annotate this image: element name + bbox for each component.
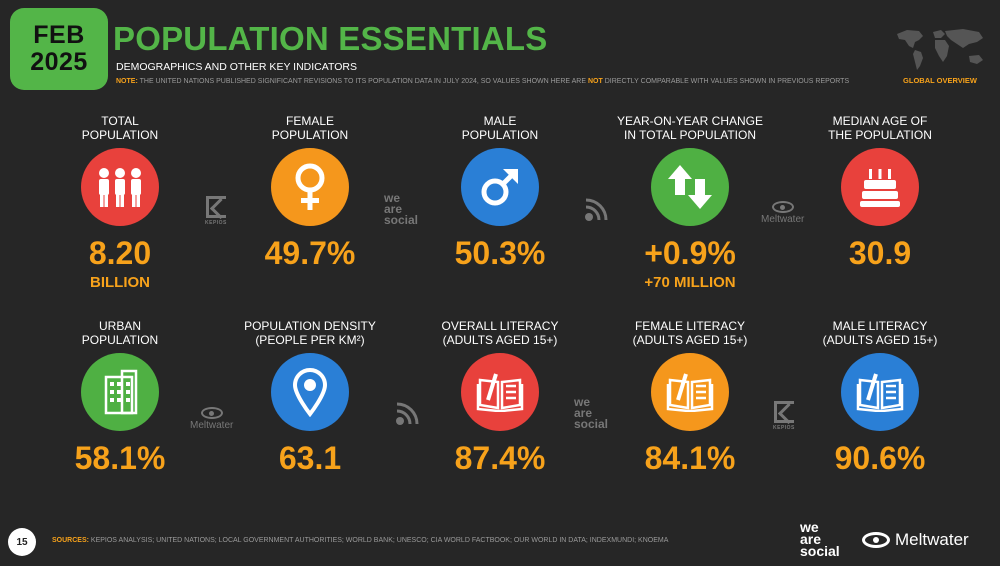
indicator-label: THE POPULATION (828, 128, 932, 142)
indicator-label: TOTAL (101, 114, 139, 128)
indicator-label: YEAR-ON-YEAR CHANGE (616, 114, 764, 128)
indicator-label: (ADULTS AGED 15+) (632, 333, 748, 347)
indicator-label: POPULATION DENSITY (244, 319, 376, 333)
meltwater-footer-logo: Meltwater (862, 530, 969, 550)
indicator-value: 87.4% (454, 440, 546, 476)
indicator-label: (ADULTS AGED 15+) (822, 333, 938, 347)
building-icon (81, 353, 159, 431)
note-highlight: NOT (587, 78, 603, 85)
badge-year: 2025 (30, 48, 88, 76)
male-symbol-icon (461, 148, 539, 226)
indicator-female-population: FEMALE POPULATION 49.7% (210, 114, 410, 270)
indicator-value: 84.1% (644, 440, 736, 476)
indicator-value: 49.7% (264, 235, 356, 271)
sources-text: KEPIOS ANALYSIS; UNITED NATIONS; LOCAL G… (90, 537, 669, 544)
kepios-logo: KEPIOS (205, 196, 227, 226)
people-icon (81, 148, 159, 226)
indicator-median-age: MEDIAN AGE OF THE POPULATION 30.9 (780, 114, 980, 270)
book-pen-icon (841, 353, 919, 431)
indicator-male-population: MALE POPULATION 50.3% (400, 114, 600, 270)
indicator-label: POPULATION (81, 128, 159, 142)
we-are-social-logo: we are social (574, 395, 609, 431)
birthday-cake-icon (841, 148, 919, 226)
indicator-label: OVERALL LITERACY (441, 319, 559, 333)
indicator-subvalue: BILLION (90, 274, 150, 291)
female-symbol-icon (271, 148, 349, 226)
note-label: NOTE: (116, 78, 138, 85)
indicator-label: MALE (483, 114, 517, 128)
indicator-value: +0.9% (644, 235, 736, 271)
we-are-social-logo: we are social (384, 191, 419, 227)
indicator-label: URBAN (98, 319, 141, 333)
sources-label: SOURCES: (52, 537, 89, 544)
date-badge: FEB 2025 (10, 8, 108, 90)
kepios-logo: KEPIOS (773, 401, 795, 431)
indicator-label: MEDIAN AGE OF (832, 114, 928, 128)
indicator-label: (ADULTS AGED 15+) (442, 333, 558, 347)
book-pen-icon (651, 353, 729, 431)
indicator-label: (PEOPLE PER KM²) (255, 333, 365, 347)
indicator-label: FEMALE (285, 114, 334, 128)
indicator-value: 50.3% (454, 235, 546, 271)
indicator-label: POPULATION (81, 333, 159, 347)
meltwater-logo: Meltwater (761, 201, 804, 225)
indicator-value: 63.1 (278, 440, 342, 476)
indicator-label: MALE LITERACY (832, 319, 928, 333)
indicator-value: 58.1% (74, 440, 166, 476)
up-down-arrows-icon (651, 148, 729, 226)
indicator-total-population: TOTAL POPULATION 8.20 BILLION (20, 114, 220, 291)
indicator-male-literacy: MALE LITERACY (ADULTS AGED 15+) 90.6% (780, 319, 980, 475)
indicator-value: 30.9 (848, 235, 912, 271)
note-text-b: DIRECTLY COMPARABLE WITH VALUES SHOWN IN… (604, 78, 850, 85)
indicator-label: IN TOTAL POPULATION (623, 128, 757, 142)
we-are-social-footer-logo: we are social (800, 519, 840, 559)
global-overview-label: GLOBAL OVERVIEW (903, 76, 977, 85)
note: NOTE: THE UNITED NATIONS PUBLISHED SIGNI… (116, 78, 849, 85)
sources: SOURCES: KEPIOS ANALYSIS; UNITED NATIONS… (52, 537, 668, 544)
datareportal-logo (585, 198, 608, 221)
indicator-value: 8.20 (88, 235, 152, 271)
page-title: POPULATION ESSENTIALS (113, 20, 548, 57)
page-subtitle: DEMOGRAPHICS AND OTHER KEY INDICATORS (116, 61, 357, 73)
book-pen-icon (461, 353, 539, 431)
indicator-yoy-change: YEAR-ON-YEAR CHANGE IN TOTAL POPULATION +… (590, 114, 790, 291)
location-pin-icon (271, 353, 349, 431)
meltwater-logo: Meltwater (190, 407, 233, 431)
indicator-female-literacy: FEMALE LITERACY (ADULTS AGED 15+) 84.1% (590, 319, 790, 475)
world-map-icon (897, 29, 983, 70)
badge-month: FEB (33, 21, 85, 49)
page-number: 15 (8, 528, 36, 556)
note-text-a: THE UNITED NATIONS PUBLISHED SIGNIFICANT… (139, 78, 587, 85)
indicator-population-density: POPULATION DENSITY (PEOPLE PER KM²) 63.1 (210, 319, 410, 475)
indicator-label: POPULATION (461, 128, 539, 142)
meltwater-eye-icon (862, 532, 890, 548)
indicator-urban-population: URBAN POPULATION 58.1% (20, 319, 220, 475)
indicator-overall-literacy: OVERALL LITERACY (ADULTS AGED 15+) 87.4% (400, 319, 600, 475)
indicator-label: POPULATION (271, 128, 349, 142)
indicator-subvalue: +70 MILLION (644, 274, 736, 291)
indicator-value: 90.6% (834, 440, 926, 476)
datareportal-logo (396, 402, 419, 425)
indicator-label: FEMALE LITERACY (634, 319, 745, 333)
